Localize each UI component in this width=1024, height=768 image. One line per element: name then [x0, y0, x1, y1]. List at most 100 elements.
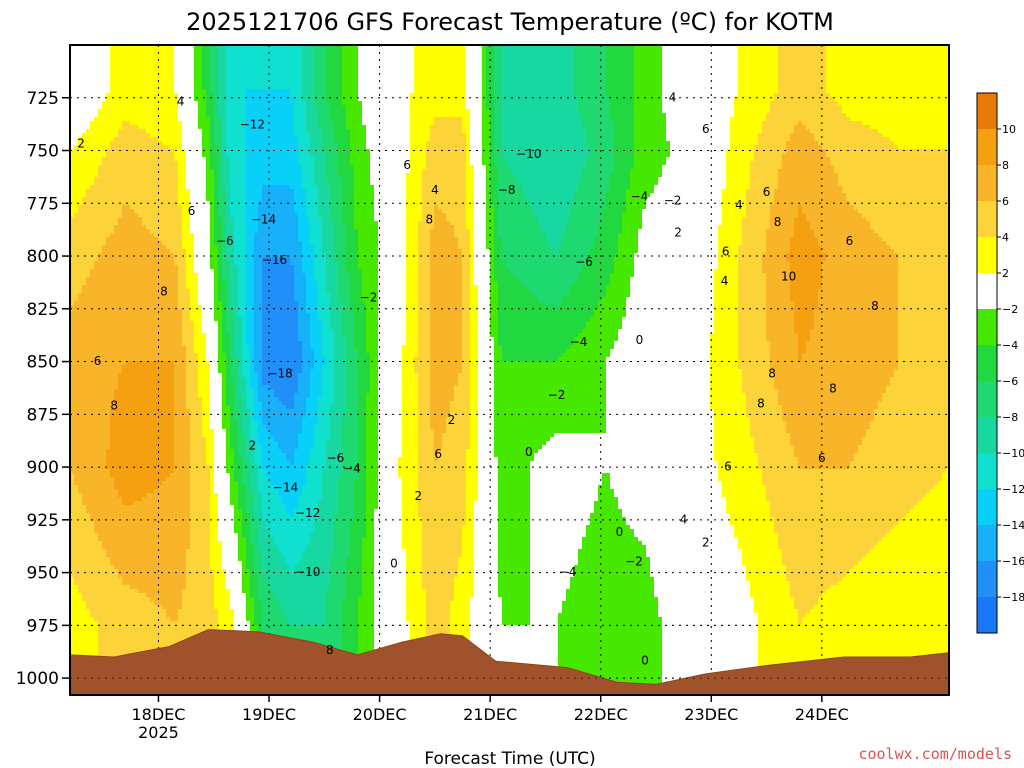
temperature-cell — [86, 85, 91, 90]
temperature-cell — [86, 501, 91, 506]
temperature-cell — [110, 501, 115, 506]
temperature-cell — [106, 389, 111, 394]
temperature-cell — [74, 237, 79, 242]
temperature-cell — [110, 197, 115, 202]
temperature-cell — [106, 225, 111, 230]
temperature-cell — [86, 49, 91, 54]
temperature-cell — [122, 409, 127, 414]
temperature-cell — [118, 521, 123, 526]
temperature-cell — [102, 585, 107, 590]
temperature-cell — [94, 621, 99, 626]
temperature-cell — [118, 377, 123, 382]
temperature-cell — [98, 645, 103, 650]
temperature-cell — [106, 605, 111, 610]
temperature-cell — [90, 421, 95, 426]
temperature-cell — [106, 345, 111, 350]
temperature-cell — [102, 637, 107, 642]
temperature-cell — [74, 93, 79, 98]
temperature-cell — [110, 233, 115, 238]
temperature-cell — [74, 581, 79, 586]
temperature-cell — [90, 301, 95, 306]
temperature-cell — [118, 337, 123, 342]
temperature-cell — [122, 277, 127, 282]
temperature-cell — [86, 345, 91, 350]
temperature-cell — [94, 325, 99, 330]
temperature-cell — [86, 281, 91, 286]
temperature-cell — [122, 321, 127, 326]
temperature-cell — [110, 521, 115, 526]
temperature-cell — [114, 345, 119, 350]
temperature-cell — [110, 469, 115, 474]
temperature-cell — [90, 241, 95, 246]
temperature-cell — [110, 441, 115, 446]
temperature-cell — [94, 177, 99, 182]
temperature-cell — [90, 109, 95, 114]
temperature-cell — [102, 609, 107, 614]
temperature-cell — [110, 101, 115, 106]
temperature-cell — [114, 237, 119, 242]
temperature-cell — [106, 209, 111, 214]
temperature-cell — [102, 113, 107, 118]
temperature-cell — [106, 333, 111, 338]
temperature-cell — [74, 381, 79, 386]
temperature-cell — [118, 477, 123, 482]
temperature-cell — [74, 521, 79, 526]
temperature-cell — [102, 425, 107, 430]
temperature-cell — [98, 513, 103, 518]
temperature-cell — [74, 529, 79, 534]
temperature-cell — [122, 69, 127, 74]
temperature-cell — [114, 269, 119, 274]
temperature-cell — [82, 341, 87, 346]
temperature-cell — [82, 453, 87, 458]
temperature-cell — [74, 105, 79, 110]
temperature-cell — [78, 453, 83, 458]
temperature-cell — [78, 53, 83, 58]
temperature-cell — [90, 285, 95, 290]
temperature-cell — [118, 565, 123, 570]
temperature-cell — [98, 461, 103, 466]
temperature-cell — [86, 649, 91, 654]
temperature-cell — [118, 109, 123, 114]
temperature-cell — [110, 629, 115, 634]
temperature-cell — [90, 329, 95, 334]
temperature-cell — [74, 217, 79, 222]
temperature-cell — [74, 541, 79, 546]
temperature-cell — [118, 617, 123, 622]
temperature-cell — [122, 193, 127, 198]
temperature-cell — [94, 305, 99, 310]
temperature-cell — [118, 513, 123, 518]
temperature-cell — [74, 605, 79, 610]
temperature-cell — [98, 405, 103, 410]
temperature-cell — [114, 421, 119, 426]
temperature-cell — [82, 77, 87, 82]
temperature-cell — [74, 193, 79, 198]
temperature-cell — [114, 117, 119, 122]
temperature-cell — [102, 337, 107, 342]
temperature-cell — [118, 389, 123, 394]
temperature-cell — [110, 121, 115, 126]
temperature-cell — [102, 141, 107, 146]
temperature-cell — [102, 377, 107, 382]
temperature-cell — [86, 605, 91, 610]
temperature-cell — [94, 137, 99, 142]
temperature-cell — [94, 317, 99, 322]
temperature-cell — [98, 93, 103, 98]
temperature-cell — [114, 325, 119, 330]
temperature-cell — [118, 289, 123, 294]
temperature-cell — [122, 393, 127, 398]
temperature-cell — [106, 77, 111, 82]
temperature-cell — [106, 309, 111, 314]
temperature-cell — [106, 601, 111, 606]
temperature-cell — [114, 629, 119, 634]
temperature-cell — [86, 461, 91, 466]
temperature-cell — [78, 545, 83, 550]
temperature-cell — [118, 485, 123, 490]
temperature-cell — [74, 181, 79, 186]
temperature-cell — [118, 417, 123, 422]
temperature-cell — [74, 53, 79, 58]
temperature-cell — [106, 205, 111, 210]
temperature-cell — [74, 577, 79, 582]
temperature-cell — [82, 377, 87, 382]
temperature-cell — [110, 545, 115, 550]
temperature-cell — [78, 373, 83, 378]
